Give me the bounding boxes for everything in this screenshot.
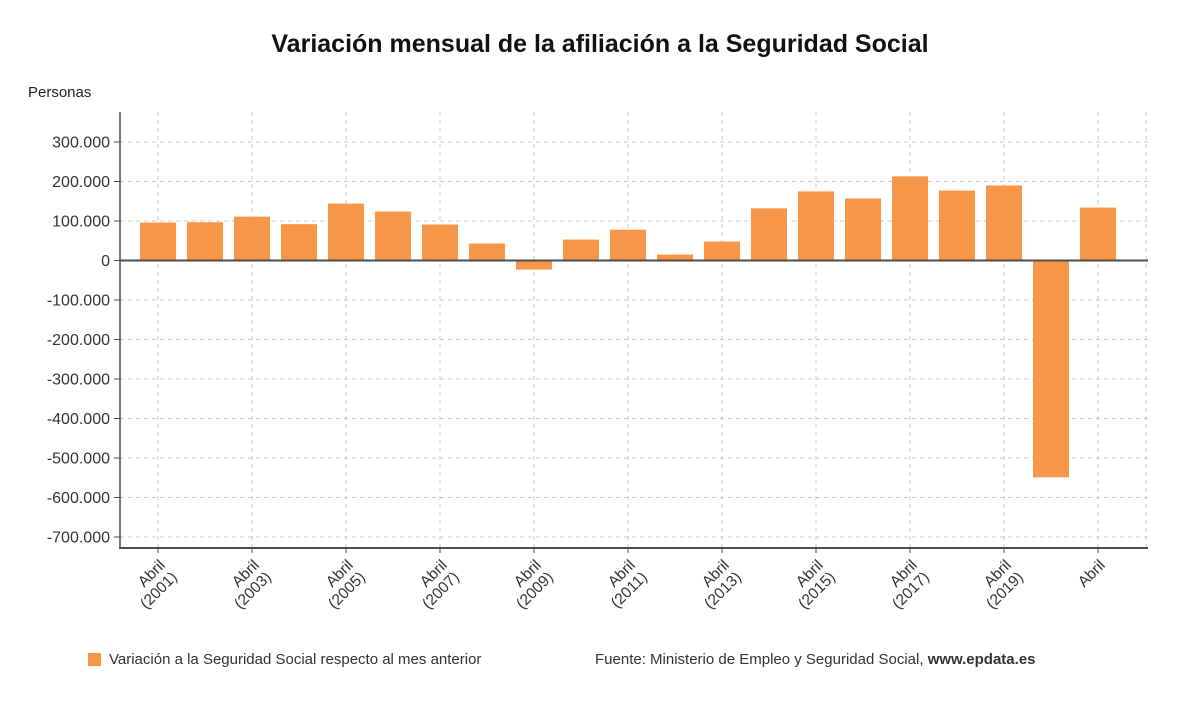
legend: Variación a la Seguridad Social respecto… [88,651,481,668]
x-tick-label: Abril(2007) [407,557,463,613]
bar-abril-2012 [657,254,693,261]
x-tick-label: Abril(2017) [877,557,933,613]
y-tick-label: 0 [101,253,110,270]
bar-abril-2008 [469,243,505,261]
bar-abril-2018 [939,190,975,261]
bar-abril-2006 [375,211,411,261]
legend-label: Variación a la Seguridad Social respecto… [109,651,482,668]
x-tick-label: Abril(2013) [689,557,745,613]
x-tick-label: Abril(2003) [219,557,275,613]
bar-abril-2021 [1080,207,1116,261]
bar-abril-2010 [563,239,599,261]
bar-abril-2016 [845,198,881,261]
bar-abril-2015 [798,191,834,261]
bar-abril-2020 [1033,260,1069,478]
source-text: Fuente: Ministerio de Empleo y Seguridad… [595,651,928,668]
y-tick-label: -100.000 [47,293,110,310]
bar-abril-2001 [140,222,176,261]
legend-swatch-icon [88,653,101,666]
bar-abril-2019 [986,185,1022,261]
x-tick-label: Abril(2015) [783,557,839,613]
bar-abril-2003 [234,216,270,261]
x-tick-label: Abril(2011) [596,557,651,612]
y-tick-label: 100.000 [52,214,110,231]
source-site: www.epdata.es [927,651,1036,668]
y-tick-label: -400.000 [47,411,110,428]
x-tick-label: Abril(2019) [971,557,1027,613]
x-tick-label: Abril [1075,557,1109,591]
source-note: Fuente: Ministerio de Empleo y Seguridad… [595,651,1036,668]
y-axis-title: Personas [28,84,92,101]
x-tick-label: Abril(2001) [125,557,181,613]
bar-abril-2002 [187,222,223,261]
x-tick-label: Abril(2009) [501,557,557,613]
y-tick-label: -300.000 [47,372,110,389]
bar-abril-2007 [422,224,458,261]
bar-abril-2009 [516,260,552,270]
bar-abril-2005 [328,203,364,261]
bar-abril-2013 [704,241,740,261]
bar-abril-2014 [751,208,787,261]
bar-abril-2004 [281,224,317,261]
bar-abril-2017 [892,176,928,261]
y-tick-label: -500.000 [47,451,110,468]
y-tick-label: -600.000 [47,490,110,507]
y-tick-label: -700.000 [47,530,110,547]
y-tick-label: 300.000 [52,135,110,152]
y-tick-label: 200.000 [52,174,110,191]
chart-title: Variación mensual de la afiliación a la … [271,30,929,58]
x-tick-label: Abril(2005) [313,557,369,613]
bar-abril-2011 [610,229,646,261]
y-tick-label: -200.000 [47,332,110,349]
